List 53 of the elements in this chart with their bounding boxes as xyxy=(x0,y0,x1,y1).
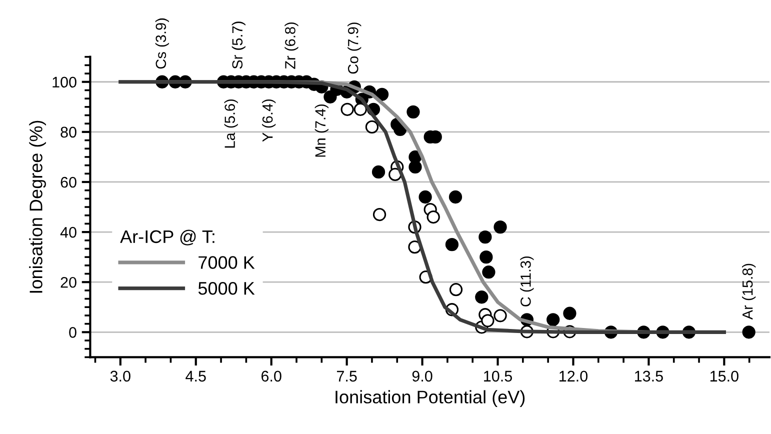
point xyxy=(480,250,493,264)
annotation: Cs (3.9) xyxy=(155,18,169,69)
point xyxy=(354,102,367,116)
point xyxy=(482,266,496,279)
point xyxy=(563,306,576,320)
x-axis-title: Ionisation Potential (eV) xyxy=(336,390,525,407)
point xyxy=(481,314,494,328)
legend-label: 7000 K xyxy=(198,256,255,269)
point xyxy=(375,88,389,101)
y-tick-label: 60 xyxy=(60,176,76,188)
annotation: Y (6.4) xyxy=(262,99,276,142)
x-tick-label: 7.5 xyxy=(336,370,357,382)
point xyxy=(478,230,492,244)
point xyxy=(372,165,386,179)
annotation: Sr (5.7) xyxy=(232,22,246,69)
y-tick-label: 0 xyxy=(69,327,76,338)
x-tick-label: 6.0 xyxy=(262,370,282,382)
point xyxy=(365,120,379,134)
point xyxy=(406,105,420,118)
x-tick-label: 12.0 xyxy=(560,370,588,382)
annotation: Zr (6.8) xyxy=(284,22,298,69)
point xyxy=(448,190,462,204)
y-tick-label: 20 xyxy=(60,276,76,288)
legend-title: Ar-ICP @ T: xyxy=(120,230,214,246)
x-tick-label: 10.5 xyxy=(484,370,512,382)
x-tick-label: 4.5 xyxy=(186,370,206,382)
y-tick-label: 80 xyxy=(60,126,76,138)
point xyxy=(445,238,459,252)
point xyxy=(418,190,432,204)
point xyxy=(494,220,507,234)
x-tick-label: 13.5 xyxy=(635,370,663,382)
annotation: Ar (15.8) xyxy=(742,264,756,320)
point xyxy=(408,160,422,174)
legend-label: 5000 K xyxy=(198,282,255,295)
annotation: La (5.6) xyxy=(224,99,238,148)
annotation: C (11.3) xyxy=(520,256,534,306)
x-tick-label: 9.0 xyxy=(412,370,432,382)
point xyxy=(494,309,507,322)
point xyxy=(742,326,756,339)
x-tick-label: 3.0 xyxy=(110,370,130,382)
y-tick-label: 40 xyxy=(60,226,76,238)
point xyxy=(340,102,354,116)
point xyxy=(426,210,440,224)
point xyxy=(449,283,463,296)
point xyxy=(372,208,386,222)
point xyxy=(475,290,488,304)
point xyxy=(388,168,402,182)
annotation: Mn (7.4) xyxy=(314,104,328,157)
point xyxy=(546,313,560,326)
x-tick-label: 15.0 xyxy=(710,370,738,382)
y-axis-title: Ionisation Degree (%) xyxy=(29,120,46,293)
y-tick-label: 100 xyxy=(52,76,76,88)
annotation: Co (7.9) xyxy=(348,22,362,74)
